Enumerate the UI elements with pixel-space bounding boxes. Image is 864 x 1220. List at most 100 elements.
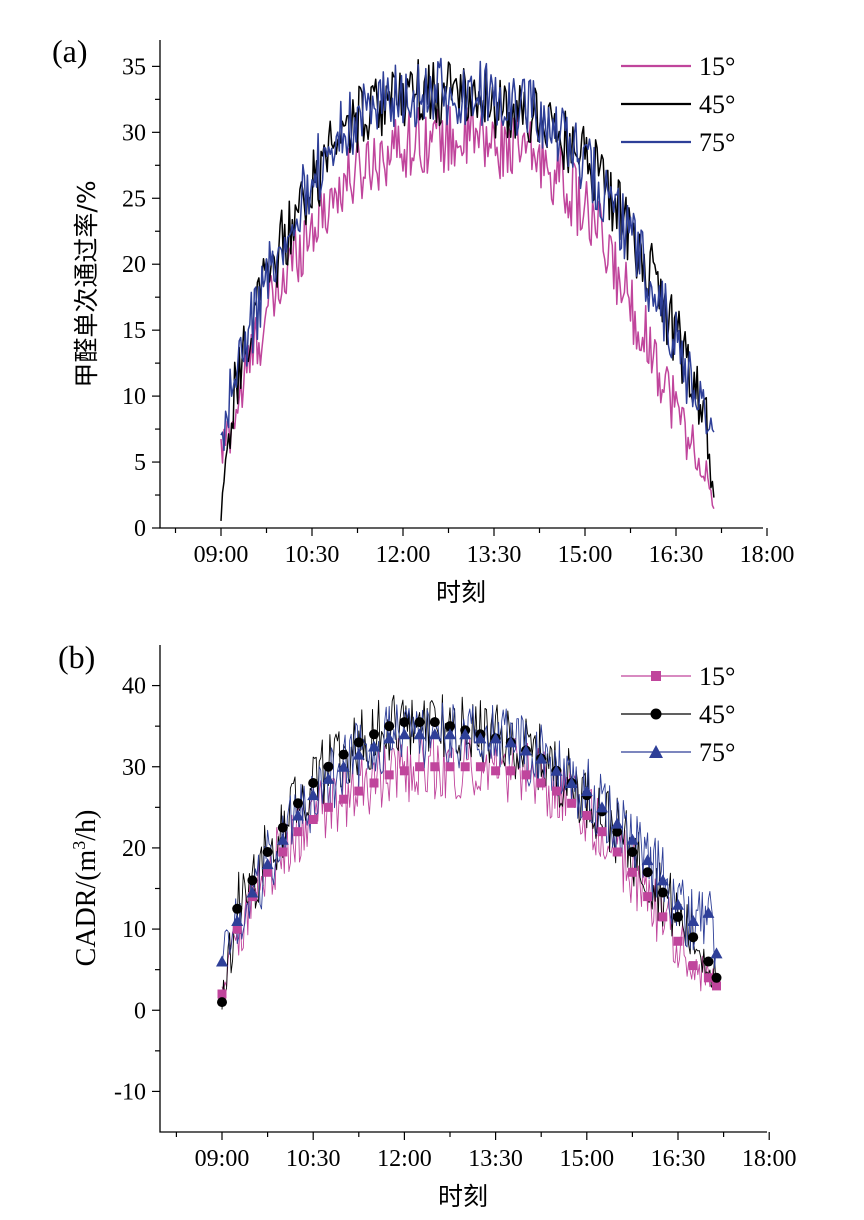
pb-x-tick-label: 18:00: [742, 1146, 797, 1172]
pb-marker-triangle: [504, 736, 517, 748]
pb-x-tick-label: 13:30: [468, 1146, 523, 1172]
pb-marker-circle: [627, 846, 638, 857]
pb-x-tick-label: 12:00: [377, 1146, 432, 1172]
panel-b-y-axis-label-superscript: 3: [69, 841, 89, 850]
pb-marker-circle: [323, 761, 334, 772]
pb-marker-square: [384, 770, 394, 780]
panel-b-y-axis-label: CADR/(m3/h): [69, 810, 102, 967]
pa-series-line: [220, 104, 715, 510]
pb-marker-square: [354, 786, 364, 796]
pb-y-tick-label: 20: [122, 836, 146, 862]
pa-x-tick-label: 15:00: [558, 542, 613, 568]
panel-a-x-axis-label: 时刻: [436, 578, 486, 607]
pb-marker-circle: [445, 721, 455, 732]
pb-marker-triangle: [276, 833, 289, 845]
pa-y-tick-label: 30: [122, 120, 146, 146]
pb-marker-triangle: [413, 728, 426, 740]
pb-marker-square: [643, 892, 653, 902]
pb-marker-triangle: [535, 752, 548, 764]
pb-x-tick-label: 15:00: [559, 1146, 614, 1172]
pb-x-tick-label: 10:30: [286, 1146, 341, 1172]
pb-marker-square: [658, 912, 668, 922]
pb-marker-square: [521, 770, 531, 780]
pb-marker-square: [217, 989, 227, 999]
pb-marker-square: [369, 778, 379, 788]
pb-marker-circle: [353, 737, 364, 748]
pb-marker-triangle: [246, 886, 259, 898]
pb-marker-triangle: [368, 740, 380, 752]
pb-marker-triangle: [702, 906, 715, 918]
pb-marker-triangle: [398, 728, 411, 740]
pb-marker-triangle: [580, 785, 593, 797]
pb-marker-circle: [247, 875, 258, 886]
pb-marker-square: [536, 778, 546, 788]
pb-marker-circle: [673, 911, 683, 922]
pb-legend-label: 75°: [699, 738, 735, 767]
pb-marker-square: [415, 762, 425, 772]
pb-marker-triangle: [444, 728, 456, 740]
pb-x-tick-label: 09:00: [195, 1146, 250, 1172]
panel-a-y-axis-label: 甲醛单次通过率/%: [72, 180, 101, 387]
panel-a-chart: 09:00 10:30 12:00 13:30 15:00 16:30 18:00 0 5 10…: [52, 33, 794, 607]
pb-marker-square: [551, 786, 561, 796]
pb-marker-triangle: [459, 728, 472, 740]
pb-marker-circle: [277, 822, 288, 833]
pb-marker-square: [293, 827, 303, 837]
pb-marker-circle: [657, 887, 668, 898]
pa-y-tick-label: 5: [134, 450, 146, 476]
pb-y-tick-label: -10: [114, 1079, 146, 1105]
pb-marker-circle: [293, 798, 303, 809]
pb-marker-triangle: [710, 947, 723, 959]
pb-marker-square: [567, 798, 577, 808]
pb-y-tick-label: 10: [122, 917, 146, 943]
pb-marker-triangle: [216, 955, 228, 967]
panel-a-x-ticks: 09:00 10:30 12:00 13:30 15:00 16:30 18:00: [174, 528, 794, 568]
pb-y-tick-label: 40: [122, 674, 146, 700]
pb-marker-triangle: [520, 744, 532, 756]
pb-marker-circle: [369, 729, 379, 740]
pb-legend-marker-triangle: [649, 745, 663, 758]
pb-marker-triangle: [231, 914, 244, 926]
pb-x-tick-label: 16:30: [651, 1146, 706, 1172]
pa-y-tick-label: 20: [122, 252, 146, 278]
panel-b-x-axis-label: 时刻: [438, 1182, 488, 1211]
pb-marker-square: [232, 924, 242, 934]
pb-marker-square: [399, 766, 409, 776]
pa-legend-label: 45°: [699, 90, 735, 119]
panel-b-label: (b): [58, 639, 95, 675]
pb-marker-square: [430, 762, 440, 772]
pb-marker-circle: [414, 717, 425, 728]
pb-marker-triangle: [611, 817, 624, 829]
pb-marker-triangle: [383, 732, 396, 744]
pb-series-line: [221, 734, 717, 992]
pb-marker-square: [673, 936, 683, 946]
pa-x-tick-label: 13:30: [467, 542, 522, 568]
pb-marker-triangle: [596, 801, 608, 813]
pb-marker-square: [460, 762, 470, 772]
pa-legend-label: 15°: [699, 52, 735, 81]
pa-x-tick-label: 10:30: [285, 542, 340, 568]
pb-marker-circle: [384, 721, 395, 732]
pb-marker-triangle: [565, 776, 578, 788]
panel-a-label: (a): [52, 33, 88, 69]
pa-y-tick-label: 15: [122, 318, 146, 344]
pa-series-line: [220, 57, 715, 452]
pa-x-tick-label: 16:30: [649, 542, 704, 568]
pb-marker-circle: [308, 777, 319, 788]
pa-y-tick-label: 25: [122, 186, 146, 212]
pa-y-tick-label: 0: [134, 516, 146, 542]
panel-a-series-lines: [220, 57, 715, 521]
pb-y-tick-label: 0: [134, 998, 146, 1024]
pb-legend-marker-circle: [650, 708, 662, 720]
pb-marker-square: [278, 847, 288, 857]
pa-x-tick-label: 09:00: [194, 542, 249, 568]
panel-b-y-ticks: -10 0 10 20 30 40: [114, 674, 160, 1105]
pb-marker-triangle: [292, 809, 304, 821]
pb-marker-square: [475, 762, 485, 772]
pb-legend-label: 45°: [699, 700, 735, 729]
pb-marker-circle: [217, 997, 227, 1008]
pb-marker-triangle: [656, 874, 669, 886]
pb-marker-square: [627, 867, 637, 877]
panel-b-series-markers: [216, 717, 723, 1008]
